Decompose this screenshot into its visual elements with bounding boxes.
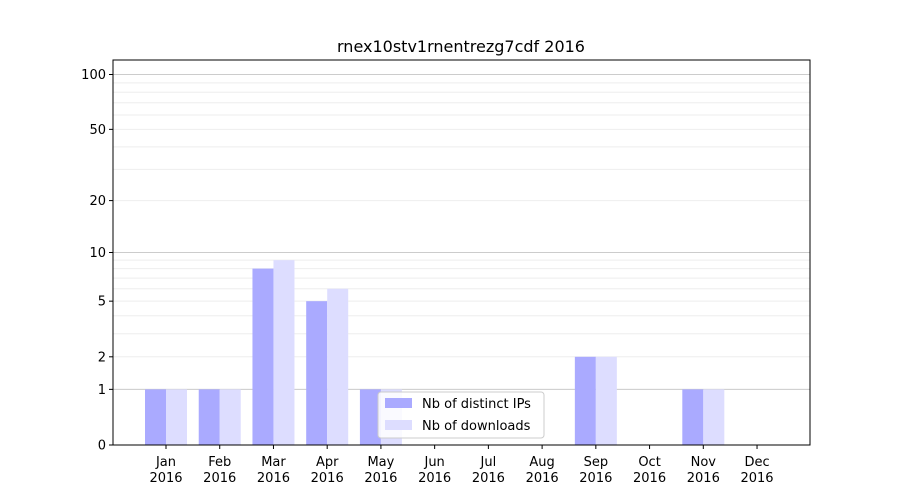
x-tick-label-month: Jun: [423, 455, 444, 470]
y-tick-label: 2: [98, 350, 106, 365]
bar-downloads: [703, 389, 725, 445]
legend-label-downloads: Nb of downloads: [422, 419, 531, 434]
x-tick-label-month: Oct: [638, 455, 660, 470]
x-tick-label-year: 2016: [203, 471, 236, 486]
y-tick-label: 50: [89, 123, 106, 138]
y-tick-label: 20: [89, 194, 106, 209]
x-tick-label-year: 2016: [149, 471, 182, 486]
y-tick-label: 100: [81, 68, 106, 83]
x-tick-label-year: 2016: [472, 471, 505, 486]
x-tick-label-year: 2016: [740, 471, 773, 486]
legend-box: [377, 391, 545, 439]
chart-title: rnex10stv1rnentrezg7cdf 2016: [337, 37, 585, 56]
bar-downloads: [327, 288, 349, 445]
x-tick-label-year: 2016: [311, 471, 344, 486]
bar-distinct-ips: [252, 268, 274, 445]
bar-downloads: [166, 389, 187, 445]
x-tick-label-year: 2016: [687, 471, 720, 486]
x-tick-label-month: Sep: [584, 455, 609, 470]
x-tick-label-month: Feb: [208, 455, 231, 470]
x-tick-label-month: Aug: [529, 455, 554, 470]
y-tick-label: 0: [98, 439, 106, 454]
x-tick-label-year: 2016: [418, 471, 451, 486]
y-axis: 0 1 2 5 10 20 50 100: [81, 68, 113, 454]
bar-downloads: [595, 356, 617, 445]
bar-downloads: [273, 260, 295, 445]
x-tick-label-month: Nov: [691, 455, 717, 470]
x-tick-label-month: May: [367, 455, 394, 470]
bar-distinct-ips: [574, 356, 596, 445]
bar-distinct-ips: [682, 389, 704, 445]
x-tick-label-month: Jul: [480, 455, 497, 470]
x-tick-label-year: 2016: [633, 471, 666, 486]
legend-swatch-downloads: [385, 420, 412, 430]
x-tick-label-year: 2016: [257, 471, 290, 486]
x-tick-label-month: Dec: [744, 455, 769, 470]
bar-distinct-ips: [359, 389, 381, 445]
x-axis: Jan2016Feb2016Mar2016Apr2016May2016Jun20…: [149, 445, 774, 486]
bar-distinct-ips: [198, 389, 220, 445]
bar-downloads: [219, 389, 241, 445]
legend: Nb of distinct IPs Nb of downloads: [377, 391, 545, 439]
x-tick-label-year: 2016: [579, 471, 612, 486]
x-tick-label-month: Apr: [316, 455, 339, 470]
bar-distinct-ips: [306, 301, 328, 445]
x-tick-label-month: Mar: [261, 455, 286, 470]
x-tick-label-year: 2016: [526, 471, 559, 486]
bar-distinct-ips: [145, 389, 166, 445]
legend-label-distinct-ips: Nb of distinct IPs: [422, 397, 531, 412]
grid-lines: [113, 74, 810, 390]
x-tick-label-month: Jan: [155, 455, 176, 470]
x-tick-label-year: 2016: [364, 471, 397, 486]
y-tick-label: 1: [98, 383, 106, 398]
y-tick-label: 10: [89, 246, 106, 261]
legend-swatch-distinct-ips: [385, 398, 412, 408]
y-tick-label: 5: [98, 295, 106, 310]
